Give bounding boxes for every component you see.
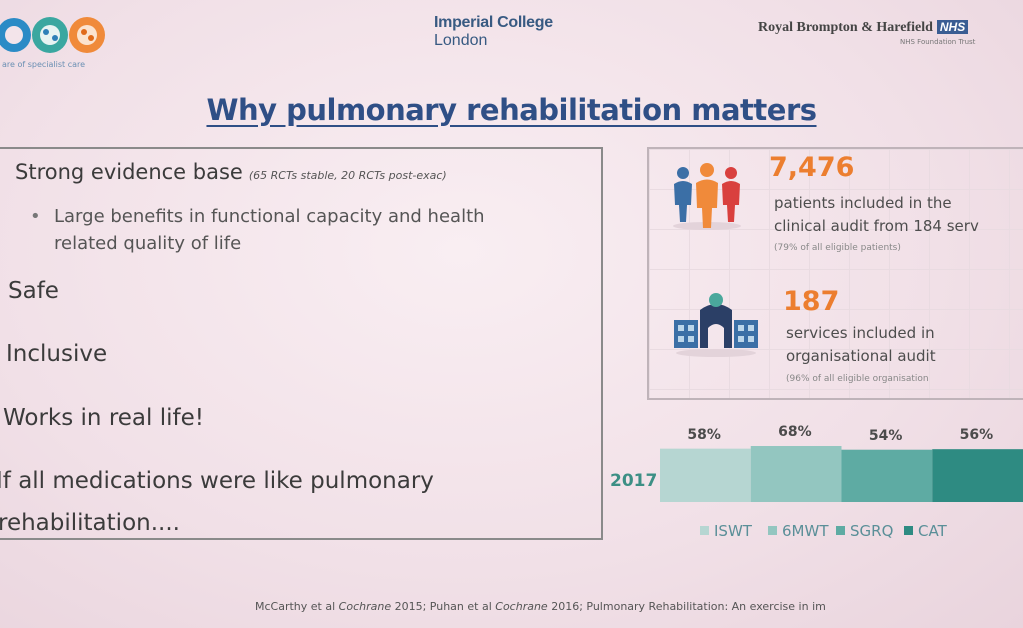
footer-ref-journal-1: Cochrane <box>338 600 392 613</box>
stat-services-sub: (96% of all eligible organisation <box>786 374 929 384</box>
evidence-bullet: • Large benefits in functional capacity … <box>30 203 590 257</box>
evidence-box <box>0 147 603 540</box>
bar-segment-cat <box>932 449 1023 502</box>
bar-segment-iswt <box>660 448 751 502</box>
footer-references: McCarthy et al Cochrane 2015; Puhan et a… <box>255 600 826 613</box>
stat-services-line2: organisational audit <box>786 347 936 365</box>
footer-ref-journal-2: Cochrane <box>495 600 548 613</box>
rbh-logo-subtitle: NHS Foundation Trust <box>900 38 976 46</box>
slide-title: Why pulmonary rehabilitation matters <box>206 93 817 127</box>
care-logo-tagline: are of specialist care <box>2 60 86 69</box>
stat-services-desc: services included in organisational audi… <box>786 322 936 368</box>
closing-line-1: If all medications were like pulmonary <box>0 468 434 494</box>
imperial-logo-line2: London <box>434 32 488 49</box>
legend-swatch <box>904 526 913 535</box>
evidence-heading-note: (65 RCTs stable, 20 RCTs post-exac) <box>248 169 447 182</box>
nhs-badge: NHS <box>936 20 969 34</box>
legend-swatch <box>700 526 709 535</box>
legend-item-sgrq: SGRQ <box>836 522 893 540</box>
legend-item-cat: CAT <box>904 522 947 540</box>
people-icon <box>673 163 741 230</box>
stat-patients-sub: (79% of all eligible patients) <box>774 243 901 253</box>
bar-segment-6mwt <box>750 446 842 502</box>
legend-label: CAT <box>918 522 947 540</box>
stat-patients-number: 7,476 <box>769 152 855 183</box>
legend-label: ISWT <box>714 522 752 540</box>
bar-segment-sgrq <box>841 449 933 502</box>
bar-label-6mwt: 68% <box>778 424 812 440</box>
bullet-dot-icon: • <box>30 206 41 227</box>
imperial-college-logo: Imperial College London <box>434 14 553 50</box>
care-logo: are of specialist care <box>0 6 125 69</box>
stat-services-number: 187 <box>783 286 840 317</box>
care-logo-circles <box>0 17 105 53</box>
bullet-line-2: related quality of life <box>54 233 242 254</box>
audit-bar-chart <box>660 446 1023 502</box>
evidence-heading-text: Strong evidence base <box>15 160 243 184</box>
legend-swatch <box>768 526 777 535</box>
legend-label: 6MWT <box>782 522 829 540</box>
evidence-heading: Strong evidence base (65 RCTs stable, 20 … <box>15 160 447 184</box>
item-works-in-real-life: Works in real life! <box>3 405 204 431</box>
bar-label-sgrq: 54% <box>868 427 903 444</box>
legend-swatch <box>836 526 845 535</box>
stat-patients-line2: clinical audit from 184 serv <box>774 217 979 235</box>
bar-category-label: 2017 <box>610 471 658 491</box>
item-inclusive: Inclusive <box>6 341 108 367</box>
rbh-logo-name: Royal Brompton & Harefield <box>758 20 933 35</box>
footer-ref-3: 2016; Pulmonary Rehabilitation: An exerc… <box>551 600 826 613</box>
stat-patients-desc: patients included in the clinical audit … <box>774 192 979 238</box>
bullet-line-1: Large benefits in functional capacity an… <box>54 206 485 227</box>
legend-item-iswt: ISWT <box>700 522 752 540</box>
item-safe: Safe <box>8 278 59 304</box>
legend-item-6mwt: 6MWT <box>768 522 828 540</box>
stat-services-line1: services included in <box>786 324 935 342</box>
rbh-logo: Royal Brompton & Harefield NHS <box>758 20 969 36</box>
bar-label-iswt: 58% <box>687 426 721 443</box>
footer-ref-1: McCarthy et al <box>255 600 336 613</box>
legend-label: SGRQ <box>850 522 894 540</box>
closing-line-2: rehabilitation.... <box>0 510 180 536</box>
hospital-icon <box>674 293 758 357</box>
imperial-logo-line1: Imperial College <box>434 14 553 31</box>
footer-ref-2: 2015; Puhan et al <box>394 600 492 613</box>
bar-label-cat: 56% <box>959 427 994 444</box>
stat-patients-line1: patients included in the <box>774 194 952 212</box>
